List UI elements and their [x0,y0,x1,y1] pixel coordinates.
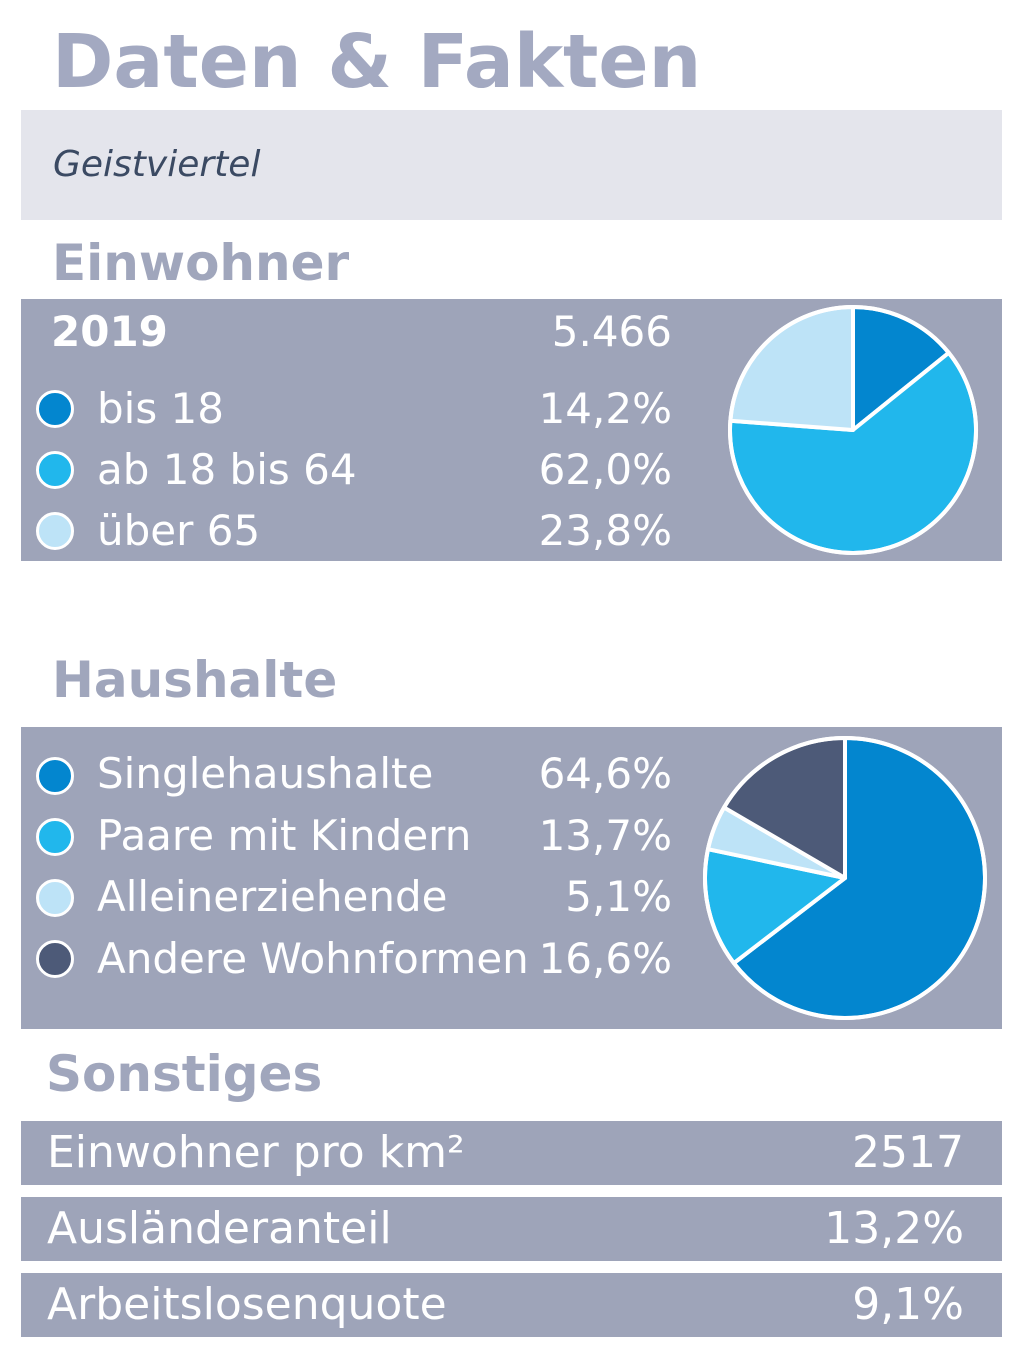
einwohner-label-3: über 65 [97,506,261,555]
haushalte-label-4: Andere Wohnformen [97,934,529,983]
legend-dot-paare-mit-kindern [36,818,74,856]
haushalte-pie-chart [703,736,987,1020]
stat-label-arbeitslosenquote: Arbeitslosenquote [47,1279,447,1330]
legend-dot-singlehaushalte [36,757,74,795]
haushalte-value-4: 16,6% [538,934,672,983]
stat-label-einwohner-pro-km2: Einwohner pro km² [47,1127,465,1178]
einwohner-panel: 2019 5.466 bis 18 14,2% ab 18 bis 64 62,… [21,299,1002,561]
einwohner-pie-outline [728,305,978,555]
haushalte-panel: Singlehaushalte 64,6% Paare mit Kindern … [21,727,1002,1029]
einwohner-label-1: bis 18 [97,384,225,433]
haushalte-label-2: Paare mit Kindern [97,811,472,860]
haushalte-value-1: 64,6% [538,749,672,798]
legend-dot-andere-wohnformen [36,940,74,978]
stat-label-auslaenderanteil: Ausländeranteil [47,1203,392,1254]
haushalte-pie-outline [703,736,987,1020]
page-title: Daten & Fakten [52,19,702,105]
einwohner-value-3: 23,8% [538,506,672,555]
haushalte-value-2: 13,7% [538,811,672,860]
einwohner-total: 5.466 [551,307,672,356]
legend-dot-alleinerziehende [36,879,74,917]
haushalte-label-1: Singlehaushalte [97,749,434,798]
stat-row-arbeitslosenquote: Arbeitslosenquote 9,1% [21,1273,1002,1337]
stat-row-auslaenderanteil: Ausländeranteil 13,2% [21,1197,1002,1261]
einwohner-value-2: 62,0% [538,445,672,494]
stat-value-arbeitslosenquote: 9,1% [852,1279,964,1330]
legend-dot-bis-18 [36,390,74,428]
subtitle-bar: Geistviertel [21,110,1002,220]
einwohner-pie-chart [728,305,978,555]
einwohner-label-2: ab 18 bis 64 [97,445,357,494]
stat-row-einwohner-pro-km2: Einwohner pro km² 2517 [21,1121,1002,1185]
haushalte-label-3: Alleinerziehende [97,872,448,921]
einwohner-value-1: 14,2% [538,384,672,433]
einwohner-year: 2019 [51,307,168,356]
legend-dot-ueber-65 [36,512,74,550]
legend-dot-18-64 [36,451,74,489]
haushalte-value-3: 5,1% [565,872,672,921]
district-name: Geistviertel [53,144,261,185]
sonstiges-heading: Sonstiges [46,1045,323,1103]
stat-value-auslaenderanteil: 13,2% [824,1203,964,1254]
stat-value-einwohner-pro-km2: 2517 [852,1127,964,1178]
einwohner-heading: Einwohner [52,234,350,292]
haushalte-heading: Haushalte [52,651,338,709]
